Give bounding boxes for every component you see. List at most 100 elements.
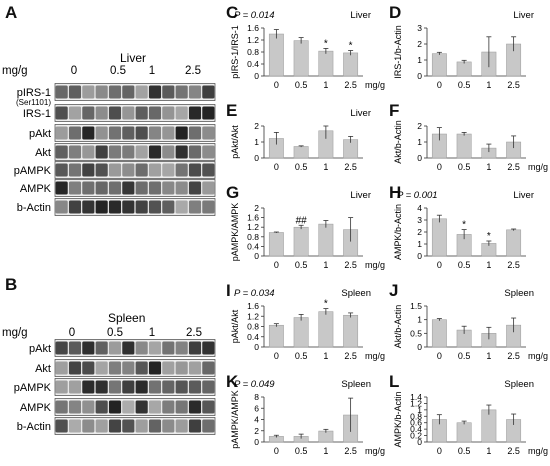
blot-band — [175, 106, 188, 120]
tissue-label: Liver — [350, 190, 371, 201]
blot-band — [202, 419, 215, 433]
y-axis-label: IRS-1/b-Actin — [393, 25, 403, 79]
y-tick-label: 0.6 — [410, 418, 422, 428]
y-tick-label: 0 — [254, 71, 259, 81]
blot-band — [95, 163, 108, 177]
tissue-label: Spleen — [504, 379, 534, 390]
blot-band — [68, 106, 82, 120]
x-unit-label: mg/g — [528, 446, 548, 456]
blot-strip — [54, 83, 216, 101]
y-tick-label: 3 — [417, 23, 422, 33]
x-unit-label: mg/g — [365, 446, 385, 456]
blot-band — [55, 419, 68, 433]
blot-band — [55, 126, 68, 140]
y-tick-label: 2 — [254, 203, 259, 213]
x-tick-label: 0.5 — [458, 162, 471, 172]
blot-band — [122, 380, 135, 394]
blot-band — [68, 200, 82, 214]
bar — [431, 53, 447, 77]
blot-row-label: AMPK — [20, 183, 52, 195]
blot-row-label: pAMPK — [14, 382, 52, 394]
blot-band — [148, 126, 162, 140]
x-tick-label: 1 — [486, 260, 491, 270]
blot-band — [148, 145, 162, 159]
blot-row-label: Akt — [35, 147, 51, 159]
blot-band — [175, 361, 188, 375]
blot-dose-label: 2.5 — [185, 65, 201, 77]
blot-band — [108, 380, 122, 394]
panel-letter-c: C — [226, 3, 239, 22]
bar — [431, 218, 447, 257]
blot-band — [82, 163, 95, 177]
y-tick-label: 0.8 — [247, 322, 259, 332]
panel-letter-l: L — [389, 372, 400, 391]
blot-row-label: b-Actin — [17, 202, 51, 214]
x-tick-label: 1 — [323, 80, 328, 90]
y-tick-label: 4 — [254, 415, 259, 425]
significance-mark: * — [462, 220, 466, 231]
blot-band — [188, 181, 202, 195]
x-tick-label: 0 — [274, 351, 279, 361]
x-tick-label: 0 — [274, 260, 279, 270]
blot-band — [55, 85, 68, 99]
y-tick-label: 0.5 — [410, 328, 422, 338]
x-tick-label: 0 — [437, 351, 442, 361]
blot-band — [162, 380, 175, 394]
blot-row-label: Akt — [35, 363, 51, 375]
blot-row-label: pAMPK — [14, 165, 52, 177]
blot-band — [175, 163, 188, 177]
blot-band — [162, 200, 175, 214]
blot-band — [108, 181, 122, 195]
blot-band — [122, 126, 135, 140]
blot-row-label: pIRS-1 — [17, 87, 51, 99]
bar — [456, 133, 472, 159]
bar — [293, 226, 309, 257]
x-tick-label: 0 — [274, 446, 279, 456]
blot-band — [108, 200, 122, 214]
blot-band — [148, 361, 162, 375]
tissue-label: Liver — [350, 108, 371, 119]
significance-mark: * — [487, 231, 491, 242]
blot-band — [122, 181, 135, 195]
blot-band — [122, 400, 135, 414]
tissue-label: Liver — [350, 10, 371, 21]
y-tick-label: 6 — [254, 403, 259, 413]
y-axis-label: AMPK/b-Actin — [393, 204, 403, 260]
blot-band — [135, 380, 148, 394]
blot-band — [188, 85, 202, 99]
blot-band — [108, 341, 122, 355]
y-tick-label: 0 — [417, 71, 422, 81]
blot-dose-label: 0 — [69, 327, 75, 339]
x-unit-label: mg/g — [528, 351, 548, 361]
y-tick-label: 0 — [254, 251, 259, 261]
blot-band — [135, 145, 148, 159]
blot-band — [68, 145, 82, 159]
x-tick-label: 1 — [323, 351, 328, 361]
blot-strip — [54, 359, 216, 377]
x-tick-label: 1 — [486, 351, 491, 361]
blot-band — [188, 361, 202, 375]
y-tick-label: 0.2 — [410, 431, 422, 441]
blot-band — [148, 400, 162, 414]
x-tick-label: 2.5 — [507, 446, 520, 456]
blot-band — [188, 380, 202, 394]
x-tick-label: 1 — [323, 446, 328, 456]
blot-row-label: pAkt — [29, 128, 51, 140]
blot-band — [162, 361, 175, 375]
blot-band — [95, 126, 108, 140]
panel-letter-d: D — [389, 3, 402, 22]
y-axis-label: Akt/b-Actin — [393, 305, 403, 349]
blot-band — [175, 400, 188, 414]
bar — [456, 422, 472, 443]
x-tick-label: 1 — [486, 446, 491, 456]
blot-band — [68, 341, 82, 355]
blot-band — [148, 163, 162, 177]
y-axis-label: pIRS-1/IRS-1 — [230, 25, 240, 79]
bar — [506, 229, 522, 257]
y-tick-label: 1 — [417, 137, 422, 147]
bar — [318, 223, 334, 257]
blot-row-label: IRS-1 — [23, 108, 51, 120]
blot-band — [95, 361, 108, 375]
y-tick-label: 0 — [417, 153, 422, 163]
blot-band — [68, 163, 82, 177]
